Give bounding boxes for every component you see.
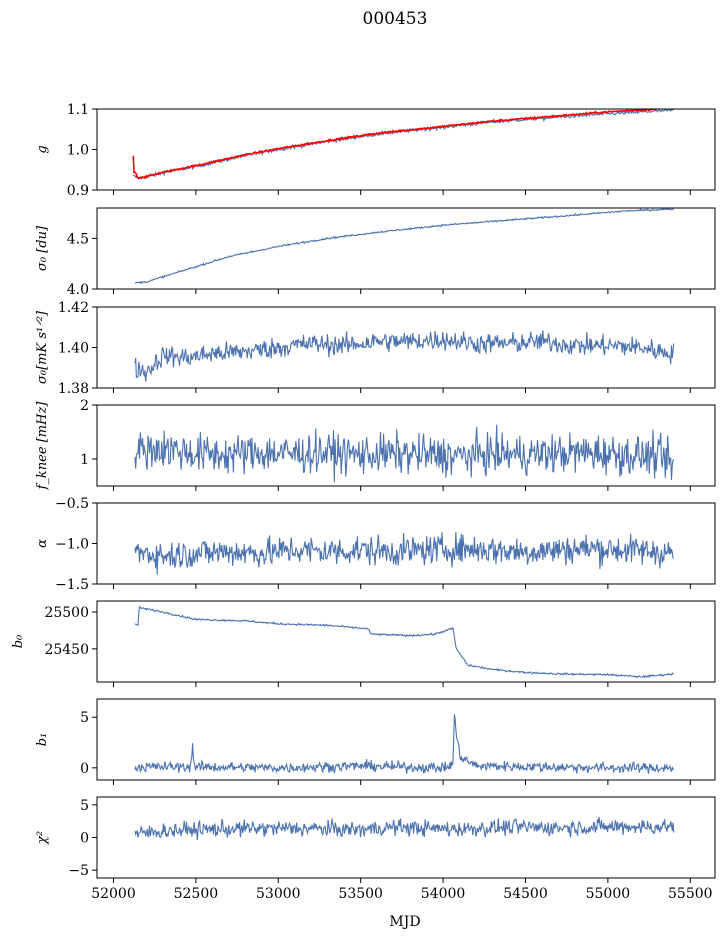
panel-frame — [96, 600, 716, 683]
panel-8: −5 0 5 52000 52500 53000 53500 54000 54500 55000 5… — [35, 796, 716, 902]
y-tick-label: 1.1 — [67, 102, 89, 118]
panel-5: −1.5 −1.0 −0.5 α — [35, 496, 716, 593]
series-line-1 — [134, 330, 675, 382]
y-tick-label: −0.5 — [55, 496, 89, 512]
x-tick-label: 52500 — [174, 886, 219, 902]
y-tick-label: 0 — [80, 831, 89, 847]
x-tick-label: 54500 — [503, 886, 548, 902]
x-tick-label: 53000 — [256, 886, 301, 902]
panel-frame — [96, 404, 716, 487]
y-tick-label: 0.9 — [67, 183, 89, 199]
y-axis-label: f_knee [mHz] — [35, 401, 50, 491]
y-axis-label: g — [35, 145, 50, 153]
y-tick-label: 0 — [80, 761, 89, 777]
y-tick-label: 4.5 — [67, 231, 89, 247]
y-tick-label: 25450 — [44, 642, 89, 658]
panel-7: 0 5 b₁ — [35, 698, 716, 785]
y-tick-label: 1.0 — [67, 143, 89, 159]
y-tick-label: 1.40 — [58, 341, 89, 357]
y-tick-label: 5 — [80, 710, 89, 726]
x-tick-label: 52000 — [91, 886, 136, 902]
series-line-2 — [132, 109, 658, 180]
y-tick-label: 1 — [80, 452, 89, 468]
series-line-1 — [134, 605, 675, 679]
x-axis-label: MJD — [389, 914, 420, 930]
y-tick-label: 2 — [80, 398, 89, 414]
figure-title: 000453 — [363, 9, 428, 29]
panel-4: 1 2 f_knee [mHz] — [35, 398, 716, 491]
y-axis-label: σ₀ [du] — [35, 225, 50, 271]
y-tick-label: −1.0 — [55, 537, 89, 553]
x-tick-label: 55500 — [668, 886, 713, 902]
series-line-1 — [134, 208, 674, 285]
y-tick-label: −1.5 — [55, 577, 89, 593]
y-tick-label: 4.0 — [67, 282, 89, 298]
panel-frame — [96, 796, 716, 879]
y-tick-label: −5 — [68, 863, 89, 879]
panel-2: 4.0 4.5 σ₀ [du] — [35, 207, 716, 298]
panel-frame — [96, 108, 716, 191]
panel-frame — [96, 502, 716, 585]
series-line-1 — [132, 109, 675, 180]
series-line-1 — [134, 816, 675, 840]
y-axis-label: α — [35, 539, 50, 548]
y-axis-label: χ² — [35, 831, 50, 845]
panel-frame — [96, 207, 716, 290]
y-axis-label: σ₀[mK s¹ᐟ²] — [35, 310, 50, 384]
series-line-1 — [134, 424, 675, 483]
y-axis-label: b₀ — [11, 634, 26, 648]
panel-3: 1.38 1.40 1.42 σ₀[mK s¹ᐟ²] — [35, 300, 716, 397]
panel-6: 25450 25500 b₀ — [11, 600, 716, 687]
y-tick-label: 5 — [80, 798, 89, 814]
x-tick-label: 55000 — [586, 886, 631, 902]
panel-frame — [96, 698, 716, 781]
y-tick-label: 25500 — [44, 605, 89, 621]
y-tick-label: 1.38 — [58, 381, 89, 397]
y-axis-label: b₁ — [35, 733, 50, 747]
y-tick-label: 1.42 — [58, 300, 89, 316]
series-line-1 — [134, 531, 675, 575]
series-line-1 — [134, 714, 675, 775]
x-tick-label: 54000 — [421, 886, 466, 902]
panel-1: 0.9 1.0 1.1 g — [35, 102, 716, 199]
panels: 0.9 1.0 1.1 g 4.0 4.5 σ₀ [du] 1.38 1.40 1.42 σ₀[mK… — [11, 102, 716, 902]
x-tick-label: 53500 — [338, 886, 383, 902]
